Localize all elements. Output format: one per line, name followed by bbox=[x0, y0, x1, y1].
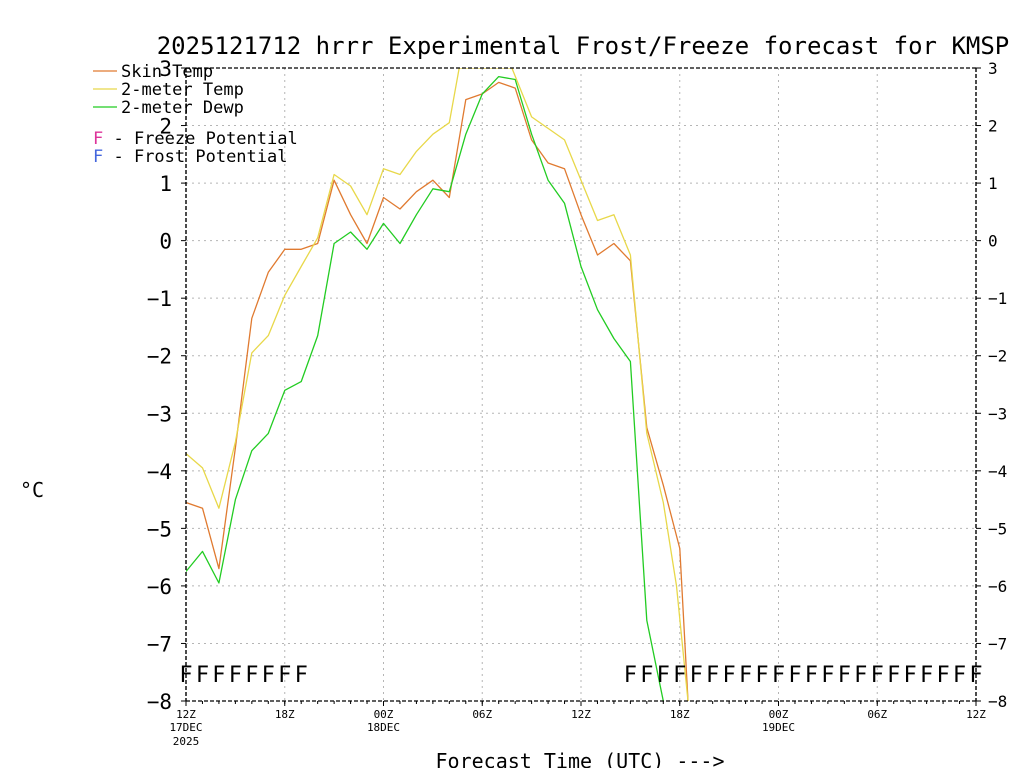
y-tick-label-left: −3 bbox=[147, 402, 172, 426]
freeze-flag: F bbox=[706, 663, 719, 688]
freeze-flag: F bbox=[755, 663, 768, 688]
freeze-flag: F bbox=[739, 663, 752, 688]
y-tick-label-left: −6 bbox=[147, 575, 172, 599]
x-tick-label: 06Z bbox=[472, 708, 492, 721]
y-tick-label-left: −4 bbox=[147, 460, 172, 484]
y-tick-label-left: 2 bbox=[159, 115, 172, 139]
freeze-flag: F bbox=[657, 663, 670, 688]
legend-label: 2-meter Dewp bbox=[121, 98, 244, 118]
series-line-2-meter-temp bbox=[186, 68, 689, 701]
y-tick-label-right: −4 bbox=[988, 462, 1007, 481]
y-tick-label-right: −8 bbox=[988, 692, 1007, 711]
freeze-flag: F bbox=[196, 663, 209, 688]
x-tick-label: 18Z bbox=[670, 708, 690, 721]
y-tick-label-right: −7 bbox=[988, 634, 1007, 653]
freeze-flag: F bbox=[772, 663, 785, 688]
freeze-flag: F bbox=[936, 663, 949, 688]
y-tick-label-left: −2 bbox=[147, 345, 172, 369]
legend-label: 2-meter Temp bbox=[121, 80, 244, 100]
chart-title: 2025121712 hrrr Experimental Frost/Freez… bbox=[157, 32, 1010, 60]
legend-note: F - Freeze Potential bbox=[93, 129, 298, 149]
y-tick-label-right: 3 bbox=[988, 59, 998, 78]
freeze-flag: F bbox=[624, 663, 637, 688]
freeze-flag: F bbox=[723, 663, 736, 688]
freeze-flag: F bbox=[871, 663, 884, 688]
freeze-flag: F bbox=[212, 663, 225, 688]
x-axis-label: Forecast Time (UTC) ---> bbox=[436, 749, 725, 768]
y-tick-label-right: 1 bbox=[988, 174, 998, 193]
y-tick-label-right: 0 bbox=[988, 232, 998, 251]
y-tick-label-left: 3 bbox=[159, 57, 172, 81]
freeze-flag: F bbox=[854, 663, 867, 688]
x-tick-label: 12Z bbox=[966, 708, 986, 721]
y-axis-label: °C bbox=[20, 478, 44, 502]
x-tick-label: 12Z bbox=[176, 708, 196, 721]
freeze-flag: F bbox=[904, 663, 917, 688]
freeze-flag: F bbox=[821, 663, 834, 688]
freeze-flag: F bbox=[262, 663, 275, 688]
freeze-flag: F bbox=[179, 663, 192, 688]
freeze-flag: F bbox=[805, 663, 818, 688]
x-tick-label: 18Z bbox=[275, 708, 295, 721]
x-tick-date: 17DEC bbox=[169, 721, 202, 734]
legend-note-symbol: F bbox=[93, 147, 103, 167]
x-tick-label: 00Z bbox=[769, 708, 789, 721]
freeze-flag: F bbox=[953, 663, 966, 688]
x-tick-label: 00Z bbox=[374, 708, 394, 721]
freeze-flag: F bbox=[673, 663, 686, 688]
y-tick-label-left: −8 bbox=[147, 690, 172, 714]
y-tick-label-right: −2 bbox=[988, 347, 1007, 366]
y-tick-label-left: −1 bbox=[147, 287, 172, 311]
x-tick-label: 12Z bbox=[571, 708, 591, 721]
x-tick-label: 06Z bbox=[867, 708, 887, 721]
legend-label: Skin Temp bbox=[121, 62, 213, 82]
axes: 3 3 2 2 1 1 0 0 −1 −1 −2 −2 −3 −3 −4 −4 −5 −5 −6 −6 −7 −7 −8 −8… bbox=[147, 57, 1008, 748]
series-line-2-meter-dewp bbox=[186, 75, 664, 701]
grid-lines bbox=[186, 68, 976, 701]
x-tick-date: 18DEC bbox=[367, 721, 400, 734]
y-tick-label-right: 2 bbox=[988, 117, 998, 136]
freeze-flag: F bbox=[920, 663, 933, 688]
series-line-skin-temp bbox=[186, 81, 689, 701]
x-tick-year: 2025 bbox=[173, 735, 200, 748]
freeze-flag: F bbox=[788, 663, 801, 688]
y-tick-label-right: −5 bbox=[988, 519, 1007, 538]
data-series bbox=[186, 68, 689, 701]
legend-note-text: - Frost Potential bbox=[103, 147, 287, 167]
y-tick-label-left: −5 bbox=[147, 517, 172, 541]
freeze-flag: F bbox=[690, 663, 703, 688]
freeze-flag: F bbox=[295, 663, 308, 688]
legend-note: F - Frost Potential bbox=[93, 147, 287, 167]
legend-note-text: - Freeze Potential bbox=[103, 129, 297, 149]
y-tick-label-left: −7 bbox=[147, 632, 172, 656]
y-tick-label-right: −1 bbox=[988, 289, 1007, 308]
legend-note-symbol: F bbox=[93, 129, 103, 149]
freeze-flag: F bbox=[278, 663, 291, 688]
x-tick-date: 19DEC bbox=[762, 721, 795, 734]
y-tick-label-right: −6 bbox=[988, 577, 1007, 596]
freeze-flag: F bbox=[229, 663, 242, 688]
y-tick-label-right: −3 bbox=[988, 404, 1007, 423]
freeze-flag: F bbox=[969, 663, 982, 688]
freeze-flag: F bbox=[887, 663, 900, 688]
freeze-flag: F bbox=[838, 663, 851, 688]
y-tick-label-left: 1 bbox=[159, 172, 172, 196]
freeze-flag: F bbox=[245, 663, 258, 688]
freeze-flag: F bbox=[640, 663, 653, 688]
y-tick-label-left: 0 bbox=[159, 230, 172, 254]
